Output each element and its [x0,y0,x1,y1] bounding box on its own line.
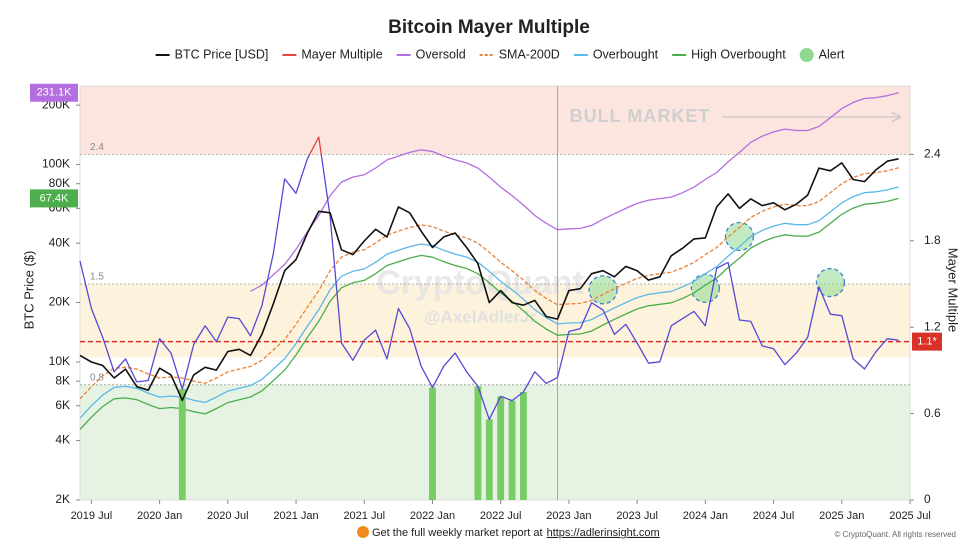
legend-label: Mayer Multiple [301,47,382,61]
y-tick-label: 6K [55,398,70,412]
x-tick-label: 2022 Jan [410,510,455,522]
y-tick-label: 10K [49,354,70,368]
legend-label: BTC Price [USD] [175,47,269,61]
x-tick-label: 2019 Jul [71,510,113,522]
x-tick-label: 2021 Jan [273,510,318,522]
y2-tick-label: 1.2 [924,319,941,333]
low-bar [178,389,186,500]
mayer-line [79,136,899,421]
x-tick-label: 2021 Jul [343,510,385,522]
last-value-label: 67.4K [40,192,69,204]
copyright: © CryptoQuant. All rights reserved [835,530,957,539]
annotation: BULL MARKET [570,106,711,126]
x-tick-label: 2024 Jul [753,510,795,522]
legend-label: Alert [819,47,845,61]
level-label: 0.8 [90,372,104,383]
y-tick-label: 20K [49,295,70,309]
legend-label: High Overbought [691,47,786,61]
y-tick-label: 2K [55,492,70,506]
alert-marker [724,221,755,252]
y-tick-label: 8K [55,373,70,387]
x-tick-label: 2020 Jul [207,510,249,522]
low-bar [485,419,493,500]
y-tick-label: 4K [55,433,70,447]
y2-tick-label: 0.6 [924,406,941,420]
low-bar [429,387,436,500]
y2-axis-title: Mayer Multiple [946,248,961,333]
last-value-box [30,189,78,208]
plot-frame [79,85,911,501]
x-tick-label: 2023 Jul [616,510,658,522]
series-line [79,167,899,400]
y-tick-label: 80K [49,176,70,190]
y-tick-label: 100K [42,157,70,171]
series-line [79,197,899,430]
last-value-label: 231.1K [37,87,73,99]
x-tick-label: 2025 Jul [889,510,931,522]
x-tick-label: 2022 Jul [480,510,522,522]
low-bar [497,396,505,500]
x-tick-label: 2024 Jan [683,510,728,522]
legend-swatch [799,48,814,62]
legend-label: SMA-200D [499,47,560,61]
alert-marker [815,267,846,298]
x-tick-label: 2023 Jan [546,510,591,522]
level-label-box [912,332,942,351]
y2-tick-label: 0 [924,492,931,506]
x-tick-label: 2020 Jan [137,510,182,522]
y2-tick-label: 2.4 [924,147,941,161]
legend: BTC Price [USD] Mayer Multiple Oversold SMA… [155,47,845,62]
legend-label: Overbought [593,47,659,61]
y-tick-label: 40K [49,235,70,249]
last-value-box [30,83,78,102]
legend-label: Oversold [416,47,466,61]
footer-link[interactable]: https://adlerinsight.com [547,527,660,539]
y2-tick-label: 1.8 [924,233,941,247]
low-bar [520,392,527,500]
series-line [250,92,899,292]
low-bar [474,386,482,500]
level-label: 1.5 [90,272,104,283]
watermark-handle: @AxelAdlerJr [424,307,536,326]
chart-title: Bitcoin Mayer Multiple [388,17,590,38]
level-label: 2.4 [90,142,104,153]
zone [80,86,910,155]
footer-icon [357,526,369,538]
alert-marker [588,275,618,305]
level-label: 1.1* [917,336,937,348]
low-bar [508,400,516,500]
series-line [79,158,899,402]
y-axis-title: BTC Price ($) [21,251,36,330]
x-tick-label: 2025 Jan [819,510,864,522]
zone [80,384,910,500]
footer-text: Get the full weekly market report at [372,527,543,539]
series-line [79,186,899,419]
